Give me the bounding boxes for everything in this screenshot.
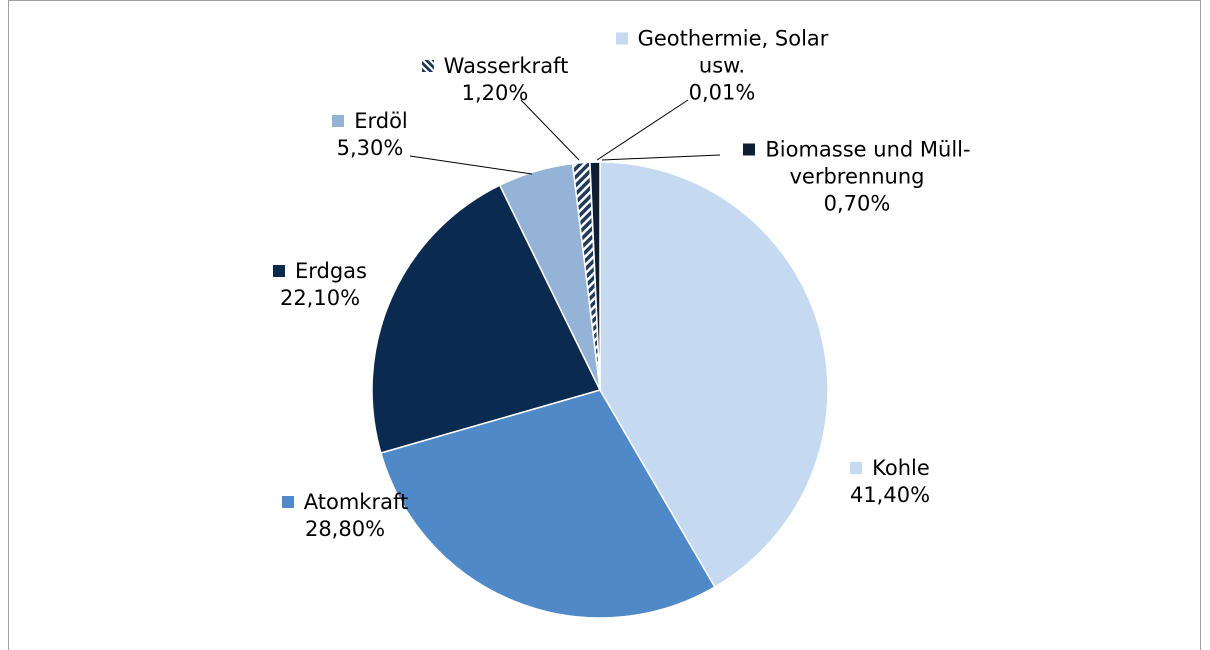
pie-slice: [371, 184, 602, 454]
category-label: Geothermie, Solar usw.: [637, 26, 829, 78]
legend-marker: [421, 60, 434, 72]
leader-line: [520, 99, 580, 161]
data-label: Wasserkraft 1,20%: [385, 53, 605, 107]
category-label: Wasserkraft: [443, 54, 569, 78]
data-label: Erdgas 22,10%: [250, 258, 390, 312]
legend-marker: [850, 462, 863, 474]
legend-marker: [332, 115, 345, 127]
value-label: 0,01%: [688, 80, 756, 105]
frame: [8, 0, 1201, 650]
category-label: Erdöl: [354, 109, 408, 133]
category-label: Kohle: [872, 456, 930, 480]
category-label: Biomasse und Müll-verbrennung: [765, 137, 971, 189]
pie-slice: [589, 161, 601, 391]
leader-line: [601, 154, 721, 161]
category-label: Atomkraft: [303, 490, 409, 514]
value-label: 41,40%: [849, 483, 931, 507]
data-label: Biomasse und Müll-verbrennung 0,70%: [722, 137, 992, 218]
data-label: Kohle 41,40%: [830, 455, 950, 509]
data-label: Geothermie, Solar usw. 0,01%: [597, 26, 847, 107]
leader-line: [596, 99, 689, 161]
leader-line: [409, 155, 533, 175]
value-label: 22,10%: [279, 286, 361, 310]
value-label: 28,80%: [304, 517, 386, 541]
data-label: Atomkraft 28,80%: [260, 489, 430, 543]
legend-marker: [615, 32, 628, 45]
legend-marker: [281, 496, 294, 508]
category-label: Erdgas: [294, 259, 367, 283]
legend-marker: [272, 265, 285, 277]
value-label: 0,70%: [823, 191, 891, 216]
pie-slice: [599, 161, 829, 589]
value-label: 5,30%: [336, 136, 404, 160]
value-label: 1,20%: [461, 81, 529, 105]
legend-marker: [743, 143, 756, 156]
pie-slice: [379, 389, 716, 619]
data-label: Erdöl 5,30%: [300, 108, 440, 162]
